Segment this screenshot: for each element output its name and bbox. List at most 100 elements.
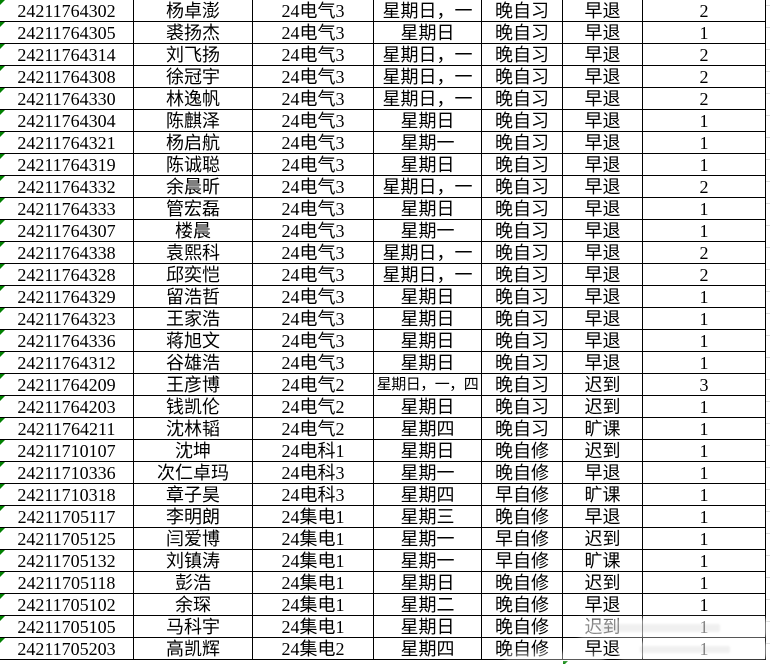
cell-session[interactable]: 晚自修 <box>482 506 563 527</box>
cell-class[interactable]: 24电气3 <box>253 330 374 351</box>
cell-class[interactable]: 24电气3 <box>253 0 374 21</box>
cell-days[interactable]: 星期三 <box>374 506 482 527</box>
cell-class[interactable]: 24集电2 <box>253 638 374 659</box>
cell-count[interactable]: 1 <box>643 506 766 527</box>
cell-session[interactable]: 晚自习 <box>482 22 563 43</box>
cell-session[interactable]: 晚自习 <box>482 352 563 373</box>
cell-status[interactable]: 早退 <box>563 66 643 87</box>
cell-status[interactable]: 早退 <box>563 88 643 109</box>
cell-count[interactable]: 1 <box>643 594 766 615</box>
cell-name[interactable]: 李明朗 <box>134 506 253 527</box>
cell-student-id[interactable]: 24211705118 <box>0 572 134 593</box>
cell-session[interactable]: 晚自修 <box>482 572 563 593</box>
cell-session[interactable]: 早自修 <box>482 528 563 549</box>
cell-student-id[interactable]: 24211710318 <box>0 484 134 505</box>
cell-count[interactable]: 2 <box>643 176 766 197</box>
cell-count[interactable]: 1 <box>643 308 766 329</box>
cell-student-id[interactable]: 24211705105 <box>0 616 134 637</box>
cell-name[interactable]: 王彦博 <box>134 374 253 395</box>
cell-name[interactable]: 杨启航 <box>134 132 253 153</box>
cell-days[interactable]: 星期一 <box>374 132 482 153</box>
cell-student-id[interactable]: 24211764338 <box>0 242 134 263</box>
cell-student-id[interactable]: 24211764319 <box>0 154 134 175</box>
cell-class[interactable]: 24电科3 <box>253 462 374 483</box>
cell-count[interactable]: 1 <box>643 440 766 461</box>
cell-count[interactable]: 1 <box>643 22 766 43</box>
cell-status[interactable]: 早退 <box>563 506 643 527</box>
cell-class[interactable]: 24电气3 <box>253 352 374 373</box>
cell-count[interactable]: 1 <box>643 198 766 219</box>
cell-session[interactable]: 晚自习 <box>482 418 563 439</box>
cell-session[interactable]: 晚自习 <box>482 308 563 329</box>
cell-count[interactable]: 1 <box>643 154 766 175</box>
cell-days[interactable]: 星期日 <box>374 22 482 43</box>
cell-days[interactable]: 星期日 <box>374 286 482 307</box>
cell-name[interactable]: 楼晨 <box>134 220 253 241</box>
cell-days[interactable]: 星期日，一 <box>374 242 482 263</box>
cell-name[interactable]: 徐冠宇 <box>134 66 253 87</box>
cell-student-id[interactable]: 24211764329 <box>0 286 134 307</box>
cell-days[interactable]: 星期日 <box>374 330 482 351</box>
cell-session[interactable]: 晚自习 <box>482 396 563 417</box>
cell-count[interactable]: 2 <box>643 44 766 65</box>
cell-student-id[interactable]: 24211764304 <box>0 110 134 131</box>
cell-days[interactable]: 星期日 <box>374 440 482 461</box>
cell-days[interactable]: 星期四 <box>374 484 482 505</box>
cell-status[interactable]: 早退 <box>563 22 643 43</box>
cell-student-id[interactable]: 24211705117 <box>0 506 134 527</box>
cell-status[interactable]: 早退 <box>563 154 643 175</box>
cell-class[interactable]: 24电气2 <box>253 374 374 395</box>
cell-status[interactable]: 迟到 <box>563 396 643 417</box>
cell-status[interactable]: 早退 <box>563 220 643 241</box>
cell-student-id[interactable]: 24211764332 <box>0 176 134 197</box>
cell-class[interactable]: 24电气3 <box>253 264 374 285</box>
cell-name[interactable]: 林逸帆 <box>134 88 253 109</box>
cell-count[interactable]: 1 <box>643 110 766 131</box>
cell-class[interactable]: 24电气3 <box>253 198 374 219</box>
cell-class[interactable]: 24电气2 <box>253 396 374 417</box>
cell-name[interactable]: 彭浩 <box>134 572 253 593</box>
cell-days[interactable]: 星期一 <box>374 550 482 571</box>
cell-days[interactable]: 星期日，一 <box>374 66 482 87</box>
cell-session[interactable]: 晚自习 <box>482 132 563 153</box>
cell-count[interactable]: 2 <box>643 242 766 263</box>
cell-name[interactable]: 闫爱博 <box>134 528 253 549</box>
cell-days[interactable]: 星期日，一 <box>374 88 482 109</box>
cell-days[interactable]: 星期日 <box>374 308 482 329</box>
cell-student-id[interactable]: 24211764328 <box>0 264 134 285</box>
cell-session[interactable]: 晚自习 <box>482 286 563 307</box>
cell-name[interactable]: 裘扬杰 <box>134 22 253 43</box>
cell-days[interactable]: 星期日 <box>374 396 482 417</box>
cell-status[interactable]: 早退 <box>563 352 643 373</box>
cell-class[interactable]: 24电气3 <box>253 242 374 263</box>
cell-student-id[interactable]: 24211705203 <box>0 638 134 659</box>
cell-days[interactable]: 星期四 <box>374 638 482 659</box>
cell-student-id[interactable]: 24211764336 <box>0 330 134 351</box>
cell-session[interactable]: 晚自修 <box>482 462 563 483</box>
cell-name[interactable]: 邱奕恺 <box>134 264 253 285</box>
cell-student-id[interactable]: 24211764333 <box>0 198 134 219</box>
cell-days[interactable]: 星期日 <box>374 616 482 637</box>
cell-status[interactable]: 早退 <box>563 638 643 659</box>
cell-class[interactable]: 24集电1 <box>253 506 374 527</box>
cell-session[interactable]: 晚自习 <box>482 44 563 65</box>
cell-student-id[interactable]: 24211764305 <box>0 22 134 43</box>
cell-count[interactable]: 1 <box>643 484 766 505</box>
cell-days[interactable]: 星期四 <box>374 418 482 439</box>
cell-status[interactable]: 早退 <box>563 44 643 65</box>
cell-student-id[interactable]: 24211710107 <box>0 440 134 461</box>
cell-count[interactable]: 2 <box>643 0 766 21</box>
cell-days[interactable]: 星期一 <box>374 528 482 549</box>
cell-class[interactable]: 24电气3 <box>253 308 374 329</box>
cell-name[interactable]: 沈坤 <box>134 440 253 461</box>
cell-name[interactable]: 袁熙科 <box>134 242 253 263</box>
cell-student-id[interactable]: 24211705125 <box>0 528 134 549</box>
cell-status[interactable]: 早退 <box>563 242 643 263</box>
cell-student-id[interactable]: 24211764209 <box>0 374 134 395</box>
cell-class[interactable]: 24电气3 <box>253 22 374 43</box>
cell-days[interactable]: 星期一 <box>374 462 482 483</box>
cell-count[interactable]: 1 <box>643 352 766 373</box>
cell-student-id[interactable]: 24211764308 <box>0 66 134 87</box>
cell-days[interactable]: 星期日，一 <box>374 0 482 21</box>
cell-session[interactable]: 晚自修 <box>482 594 563 615</box>
